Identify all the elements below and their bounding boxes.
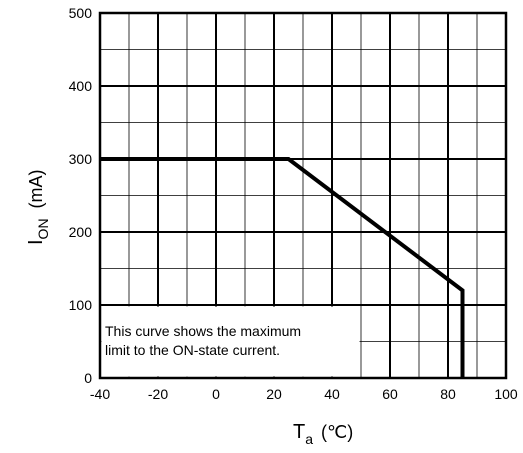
- y-axis-label-sub: ON: [35, 218, 51, 239]
- y-axis-label: ION (mA): [25, 169, 51, 245]
- y-tick-label: 200: [69, 224, 93, 240]
- annotation-background: [101, 306, 360, 377]
- x-axis-label-main: T: [293, 421, 305, 443]
- x-tick-label: 80: [440, 386, 456, 402]
- x-tick-label: 100: [494, 386, 518, 402]
- minor-grid: [100, 13, 506, 378]
- y-tick-label: 300: [69, 151, 93, 167]
- x-tick-label: 0: [212, 386, 220, 402]
- y-axis-label-main: I: [25, 239, 47, 245]
- annotation-box: This curve shows the maximum limit to th…: [101, 306, 360, 377]
- annotation-line-1: This curve shows the maximum: [105, 323, 301, 339]
- x-axis-label: Ta (℃): [293, 421, 353, 447]
- y-tick-label: 500: [69, 5, 93, 21]
- x-axis-label-sub: a: [305, 431, 313, 447]
- x-tick-label: -40: [90, 386, 110, 402]
- series-line-ion-limit: [100, 157, 465, 378]
- x-tick-labels: -40 -20 0 20 40 60 80 100: [90, 386, 518, 402]
- plot-frame: [98, 11, 508, 380]
- x-tick-label: 60: [382, 386, 398, 402]
- y-axis-label-unit: (mA): [26, 169, 46, 208]
- x-axis-label-unit: (℃): [321, 422, 353, 442]
- x-tick-label: 40: [324, 386, 340, 402]
- annotation-line-2: limit to the ON-state current.: [105, 342, 280, 358]
- y-tick-label: 0: [84, 370, 92, 386]
- x-tick-label: -20: [148, 386, 168, 402]
- y-tick-label: 400: [69, 78, 93, 94]
- y-tick-label: 100: [69, 297, 93, 313]
- x-tick-label: 20: [266, 386, 282, 402]
- y-tick-labels: 0 100 200 300 400 500: [69, 5, 93, 386]
